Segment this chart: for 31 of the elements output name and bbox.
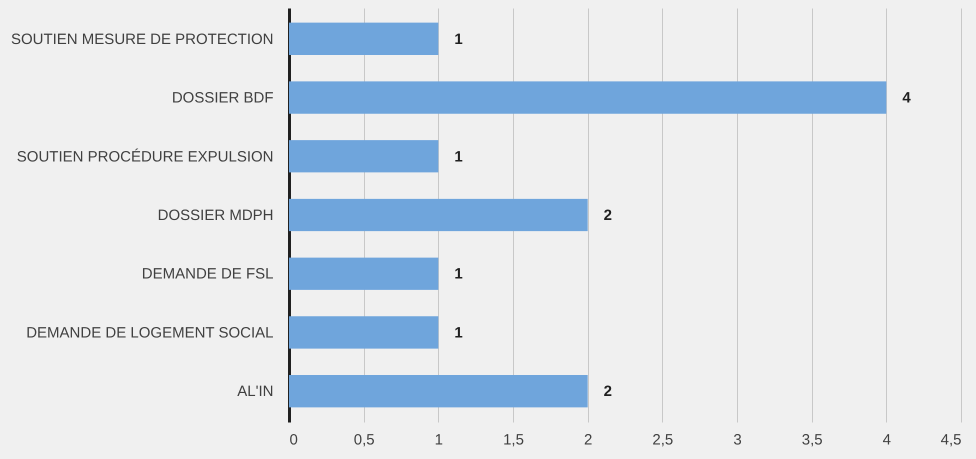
y-tick-label: SOUTIEN PROCÉDURE EXPULSION — [16, 147, 274, 166]
x-tick-label: 1,5 — [503, 432, 524, 448]
data-label: 1 — [454, 148, 463, 166]
bar — [289, 258, 438, 290]
data-label: 1 — [454, 266, 463, 283]
y-tick-label: DOSSIER BDF — [172, 90, 274, 107]
data-label: 2 — [604, 383, 612, 400]
x-tick-label: 3 — [733, 432, 742, 448]
y-tick-label: DEMANDE DE LOGEMENT SOCIAL — [26, 324, 274, 342]
x-tick-label: 4,5 — [940, 432, 962, 448]
x-tick-label: 0,5 — [354, 432, 375, 448]
bar — [289, 81, 886, 114]
data-label: 2 — [604, 207, 612, 224]
y-tick-label: DOSSIER MDPH — [158, 207, 274, 224]
y-tick-label: DEMANDE DE FSL — [142, 266, 274, 283]
x-tick-label: 4 — [882, 432, 892, 448]
y-tick-label: SOUTIEN MESURE DE PROTECTION — [10, 30, 274, 48]
x-tick-label: 2,5 — [652, 432, 674, 448]
data-label: 4 — [902, 90, 912, 107]
x-tick-label: 1 — [434, 432, 444, 448]
bar — [289, 140, 438, 172]
x-tick-label: 3,5 — [802, 432, 823, 448]
data-label: 1 — [454, 324, 463, 342]
bar — [289, 198, 588, 232]
y-tick-label: AL'IN — [237, 383, 274, 400]
bar — [289, 375, 588, 408]
x-tick-label: 2 — [584, 432, 592, 448]
x-tick-label: 0 — [290, 432, 298, 448]
data-label: 1 — [454, 30, 463, 48]
bar — [289, 22, 438, 55]
bar — [289, 316, 438, 349]
